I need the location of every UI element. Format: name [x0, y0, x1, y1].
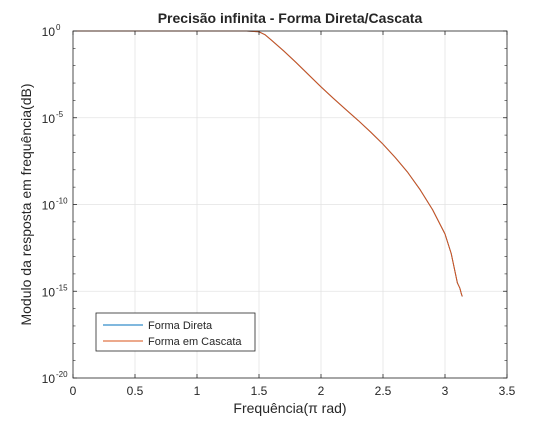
x-tick-labels: 0 0.5 1 1.5 2 2.5 3 3.5: [70, 384, 516, 398]
x-tick-label: 1.5: [251, 384, 268, 398]
y-tick-base: 10: [42, 25, 56, 39]
y-tick-label: 10 -20: [42, 370, 68, 386]
legend-label-forma-direta: Forma Direta: [148, 320, 213, 332]
x-tick-label: 0.5: [127, 384, 144, 398]
y-tick-exponent: 0: [56, 23, 61, 32]
x-tick-label: 2.5: [375, 384, 392, 398]
y-tick-label: 10 -10: [42, 197, 68, 213]
y-tick-label: 10 -5: [42, 110, 64, 126]
y-tick-base: 10: [42, 285, 56, 299]
x-axis-title: Frequência(π rad): [233, 400, 346, 416]
series-line-forma-em-cascata: [73, 30, 463, 297]
y-tick-exponent: -5: [56, 110, 64, 119]
y-axis-title: Modulo da resposta em frequência(dB): [18, 83, 34, 325]
tick-layer: [72, 30, 508, 379]
y-tick-label: 10 0: [42, 23, 61, 39]
y-tick-exponent: -20: [56, 370, 68, 379]
series-layer: [73, 30, 463, 297]
x-tick-label: 0: [70, 384, 77, 398]
x-tick-label: 1: [194, 384, 201, 398]
y-tick-base: 10: [42, 199, 56, 213]
y-tick-exponent: -10: [56, 197, 68, 206]
y-tick-base: 10: [42, 112, 56, 126]
y-tick-exponent: -15: [56, 283, 68, 292]
x-tick-label: 3.5: [499, 384, 516, 398]
chart-title: Precisão infinita - Forma Direta/Cascata: [158, 10, 423, 26]
y-tick-label: 10 -15: [42, 283, 68, 299]
x-tick-label: 3: [442, 384, 449, 398]
legend-box: [95, 312, 256, 352]
legend-label-forma-em-cascata: Forma em Cascata: [148, 336, 242, 348]
x-tick-label: 2: [318, 384, 325, 398]
legend[interactable]: Forma Direta Forma em Cascata: [95, 312, 256, 352]
y-tick-base: 10: [42, 372, 56, 386]
